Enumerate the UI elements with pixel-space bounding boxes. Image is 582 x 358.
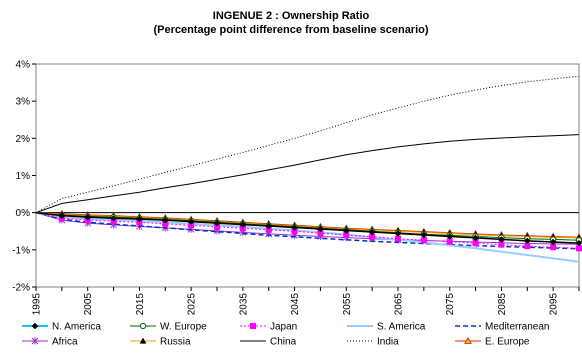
legend-label: China <box>270 337 297 348</box>
series-line <box>35 211 580 263</box>
data-point <box>239 221 247 228</box>
legend-label: India <box>377 337 399 348</box>
series-line <box>35 212 580 249</box>
legend-item-e-europe: E. Europe <box>455 337 530 348</box>
legend-label: Africa <box>52 337 78 348</box>
data-point <box>161 216 169 224</box>
x-tick-label: 2055 <box>342 293 353 316</box>
data-point <box>265 222 273 230</box>
data-point <box>575 239 582 247</box>
legend-item-n-america: N. America <box>22 322 101 333</box>
y-tick-label: 4% <box>16 60 31 71</box>
y-tick-label: 2% <box>16 134 31 145</box>
data-point <box>342 227 350 234</box>
legend: N. America W. Europe Japan S. America Medite… <box>22 322 549 348</box>
data-point <box>317 225 324 233</box>
data-point <box>549 238 557 246</box>
legend-item-africa: Africa <box>22 337 78 348</box>
legend-label: N. America <box>52 322 101 333</box>
series-mediterranean <box>35 211 580 250</box>
data-point <box>523 237 531 245</box>
legend-marker <box>464 336 472 344</box>
plot-frame <box>35 63 580 288</box>
data-point <box>576 245 582 252</box>
legend-item-japan: Japan <box>240 322 297 333</box>
x-tick-label: 2015 <box>135 293 146 316</box>
legend-label: W. Europe <box>160 322 207 333</box>
data-point <box>420 237 427 244</box>
series-s-america <box>35 211 580 263</box>
legend-item-india: India <box>347 337 399 348</box>
data-point <box>58 212 66 219</box>
x-tick-label: 2045 <box>290 293 301 316</box>
legend-marker <box>139 337 147 344</box>
legend-label: Mediterranean <box>485 322 549 333</box>
data-point <box>498 241 505 248</box>
data-point <box>110 214 117 222</box>
x-tick-label: 2075 <box>445 293 456 316</box>
legend-item-russia: Russia <box>130 337 191 348</box>
legend-label: E. Europe <box>485 337 530 348</box>
x-tick-label: 2095 <box>549 293 560 316</box>
data-point <box>136 215 143 223</box>
y-tick-label: 0% <box>16 208 31 219</box>
plot-area <box>35 75 582 263</box>
data-point <box>420 231 428 239</box>
y-tick-label: -2% <box>12 283 30 294</box>
y-tick-label: -1% <box>12 245 30 256</box>
legend-item-s-america: S. America <box>347 322 426 333</box>
series-line <box>35 75 580 214</box>
series-india <box>35 75 580 214</box>
legend-label: Japan <box>270 322 297 333</box>
legend-label: S. America <box>377 322 426 333</box>
x-tick-label: 1995 <box>32 293 43 316</box>
chart-subtitle: (Percentage point difference from baseli… <box>153 24 428 36</box>
x-tick-label: 2005 <box>83 293 94 316</box>
legend-item-china: China <box>240 337 297 348</box>
y-tick-label: 3% <box>16 97 31 108</box>
x-tick-label: 2085 <box>497 293 508 316</box>
series-line <box>35 211 580 250</box>
series-line <box>35 211 580 244</box>
series-n-america <box>35 211 582 247</box>
chart-title: INGENUE 2 : Ownership Ratio <box>213 10 370 22</box>
legend-item-mediterranean: Mediterranean <box>455 322 549 333</box>
series-line <box>35 134 580 214</box>
data-point <box>291 224 298 231</box>
data-point <box>524 243 531 250</box>
series-china <box>35 134 580 214</box>
series-line <box>35 212 580 238</box>
data-point <box>187 218 195 225</box>
data-point <box>472 234 479 242</box>
axes: -2% -1% 0% 1% 2% 3% 4% 1995 2005 2015 2025 2035 2045… <box>12 60 580 316</box>
legend-marker <box>139 322 147 330</box>
data-point <box>394 230 402 237</box>
legend-marker <box>31 322 39 330</box>
data-point <box>472 240 479 247</box>
data-point <box>550 244 557 251</box>
x-tick-label: 2065 <box>394 293 405 316</box>
data-point <box>84 213 92 221</box>
x-tick-label: 2025 <box>187 293 198 316</box>
legend-marker <box>31 337 39 345</box>
legend-label: Russia <box>160 337 191 348</box>
data-point <box>395 235 401 242</box>
legend-marker <box>250 323 256 329</box>
data-point <box>446 233 454 240</box>
data-point <box>498 236 505 243</box>
x-tick-label: 2035 <box>238 293 249 316</box>
data-point <box>368 228 376 236</box>
y-tick-label: 1% <box>16 171 31 182</box>
data-point <box>446 238 453 245</box>
series-line <box>35 212 580 239</box>
legend-item-w-europe: W. Europe <box>130 322 207 333</box>
data-point <box>213 219 221 227</box>
